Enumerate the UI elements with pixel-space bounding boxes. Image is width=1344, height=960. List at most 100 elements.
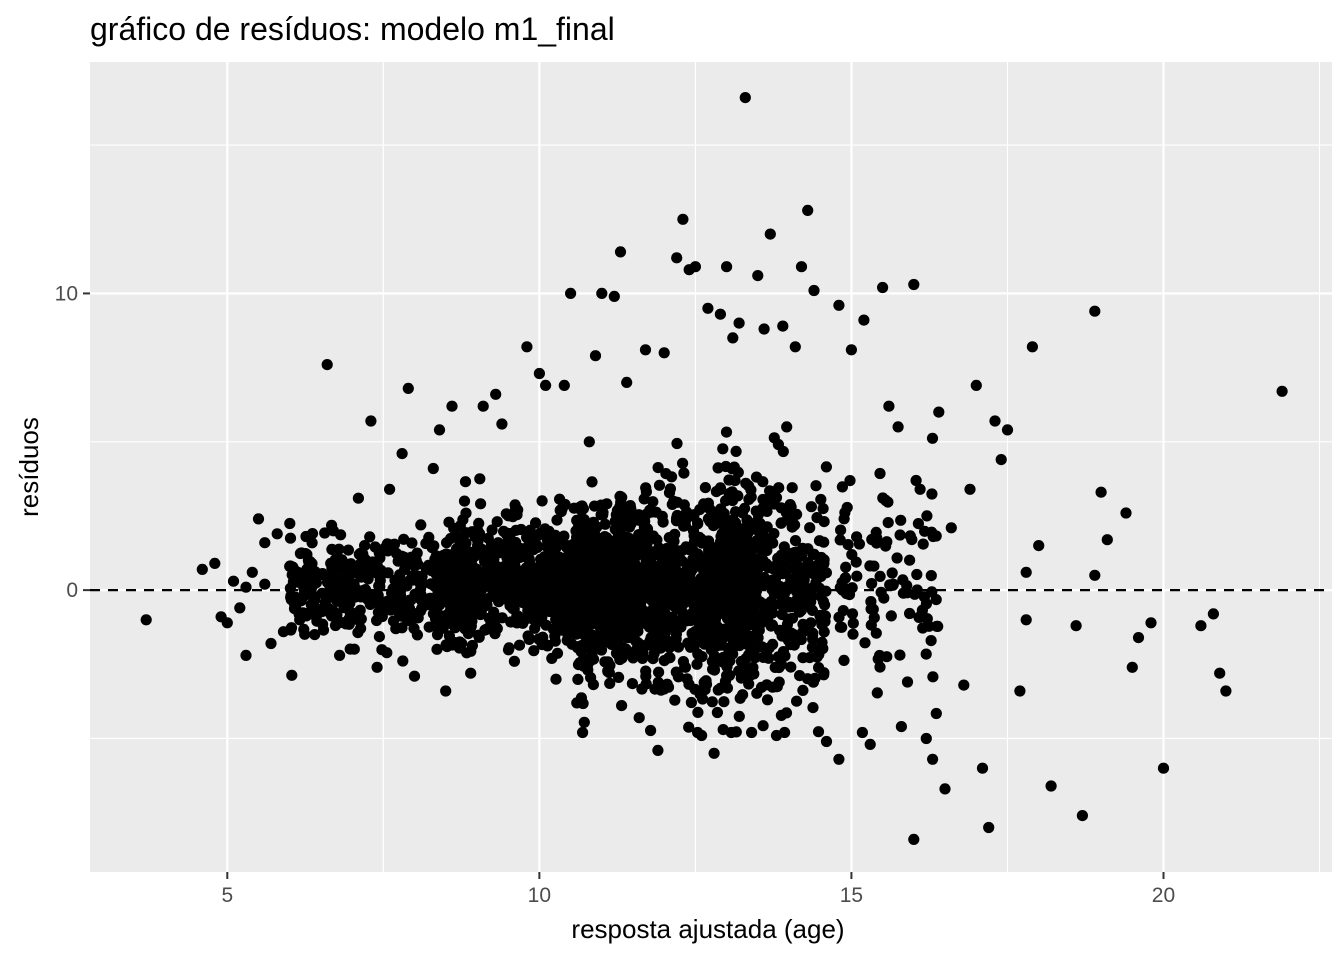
data-point	[786, 482, 798, 494]
data-point	[234, 602, 246, 614]
data-point	[531, 590, 544, 603]
data-point	[597, 509, 609, 521]
data-point	[556, 503, 568, 515]
data-point	[632, 637, 645, 649]
data-point	[686, 591, 698, 604]
data-point	[490, 580, 502, 592]
data-point	[277, 626, 290, 638]
data-point	[558, 613, 570, 625]
data-point	[785, 661, 797, 673]
data-point	[704, 597, 716, 609]
data-point	[293, 608, 305, 620]
data-point	[801, 588, 814, 600]
data-point	[926, 432, 939, 444]
data-point	[782, 634, 795, 647]
data-point	[488, 543, 500, 556]
data-point	[714, 308, 727, 320]
data-point	[398, 533, 410, 545]
data-point	[477, 400, 489, 412]
data-point	[839, 572, 851, 584]
data-point	[408, 670, 421, 682]
data-point	[1070, 620, 1082, 632]
data-point	[227, 575, 240, 587]
data-point	[671, 437, 683, 450]
data-point	[856, 726, 869, 739]
data-point	[650, 631, 662, 643]
data-point	[465, 645, 477, 657]
data-point	[787, 600, 800, 613]
data-point	[870, 627, 882, 639]
data-point	[259, 537, 271, 549]
data-point	[838, 654, 850, 667]
data-point	[616, 622, 628, 634]
data-point	[723, 669, 736, 682]
data-point	[921, 510, 933, 522]
data-point	[473, 517, 485, 530]
data-point	[620, 602, 632, 614]
data-point	[775, 517, 787, 529]
data-point	[865, 619, 877, 631]
data-point	[964, 483, 976, 495]
data-point	[536, 495, 548, 507]
data-point	[286, 669, 298, 681]
data-point	[599, 518, 611, 530]
data-point	[786, 521, 798, 533]
data-point	[706, 696, 718, 708]
data-point	[667, 580, 679, 592]
data-point	[904, 607, 916, 620]
data-point	[602, 656, 614, 668]
data-point	[587, 516, 600, 528]
data-point	[329, 553, 341, 566]
data-point	[443, 630, 455, 642]
data-point	[653, 666, 665, 678]
data-point	[221, 617, 233, 629]
data-point	[892, 421, 904, 433]
data-point	[564, 546, 576, 559]
data-point	[640, 617, 653, 629]
data-point	[666, 498, 678, 510]
data-point	[918, 591, 931, 603]
data-point	[416, 570, 428, 582]
data-point	[717, 570, 729, 582]
data-point	[776, 625, 788, 638]
data-point	[572, 618, 584, 630]
data-point	[685, 696, 698, 709]
data-point	[885, 610, 897, 622]
data-point	[696, 651, 708, 663]
data-point	[474, 473, 486, 485]
data-point	[554, 568, 566, 580]
data-point	[736, 538, 748, 551]
data-point	[1089, 305, 1101, 317]
data-point	[511, 617, 523, 629]
data-point	[240, 649, 252, 662]
data-point	[490, 388, 502, 400]
data-point	[901, 580, 913, 592]
data-point	[710, 612, 722, 624]
chart-title: gráfico de resíduos: modelo m1_final	[90, 11, 615, 47]
data-point	[740, 477, 752, 489]
data-point	[545, 605, 557, 618]
data-point	[698, 580, 711, 592]
data-point	[864, 738, 876, 751]
data-point	[565, 287, 577, 299]
data-point	[480, 623, 492, 636]
data-point	[513, 639, 526, 651]
data-point	[989, 415, 1001, 427]
data-point	[552, 587, 564, 599]
data-point	[614, 246, 627, 258]
data-point	[446, 639, 458, 651]
data-point	[800, 619, 812, 632]
data-point	[817, 503, 829, 515]
data-point	[813, 535, 826, 547]
data-point	[578, 716, 590, 728]
data-point	[697, 693, 709, 705]
data-point	[743, 638, 755, 650]
data-point	[1033, 540, 1045, 552]
data-point	[382, 567, 394, 579]
data-point	[284, 532, 297, 544]
data-point	[562, 588, 575, 600]
data-point	[692, 706, 704, 719]
data-point	[652, 462, 664, 474]
data-point	[712, 462, 724, 474]
data-point	[811, 511, 823, 524]
